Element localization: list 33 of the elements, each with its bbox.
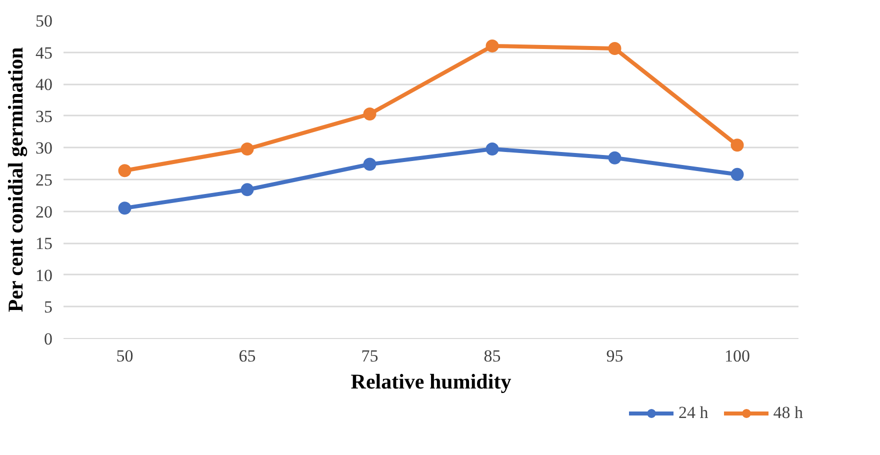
- legend-label: 48 h: [773, 403, 803, 423]
- point: [486, 142, 499, 156]
- y-axis-title: Per cent conidial germination: [4, 46, 28, 312]
- y-tick-label: 40: [36, 75, 52, 94]
- y-tick-label: 25: [36, 170, 52, 190]
- y-tick-label: 15: [36, 234, 52, 254]
- y-tick-label: 50: [36, 12, 52, 30]
- point: [240, 183, 254, 196]
- point: [608, 151, 622, 164]
- y-tick-label: 10: [36, 266, 52, 285]
- point: [118, 164, 132, 178]
- y-tick-label: 5: [44, 298, 52, 317]
- y-tick-label: 45: [36, 43, 52, 62]
- point: [363, 158, 376, 171]
- y-tick-label: 35: [36, 106, 52, 126]
- x-axis-title: Relative humidity: [350, 370, 512, 394]
- y-tick-label: 30: [36, 138, 52, 158]
- point: [118, 202, 132, 215]
- x-tick-label: 75: [361, 346, 378, 366]
- x-tick-label: 100: [724, 346, 750, 366]
- x-tick-label: 85: [484, 346, 501, 366]
- point: [240, 142, 254, 156]
- y-tick-label: 20: [36, 202, 52, 222]
- x-tick-label: 50: [116, 346, 134, 366]
- x-tick-label: 95: [606, 346, 624, 366]
- legend-label: 24 h: [678, 403, 708, 423]
- point: [730, 168, 744, 181]
- point: [730, 138, 744, 152]
- y-tick-label: 0: [44, 330, 52, 348]
- x-tick-label: 65: [238, 346, 256, 366]
- point: [486, 39, 499, 52]
- point: [363, 108, 376, 120]
- point: [608, 42, 622, 55]
